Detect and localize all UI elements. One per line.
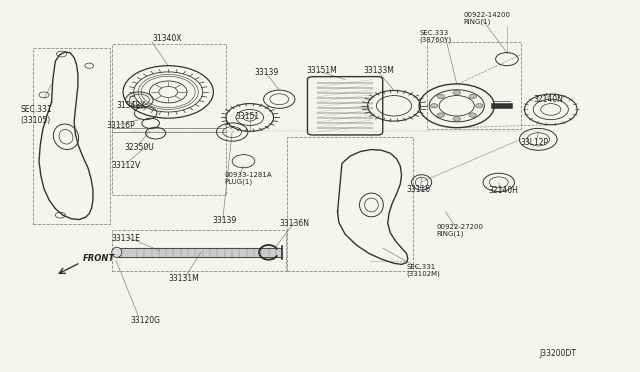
Text: 33133M: 33133M (364, 65, 395, 74)
Circle shape (453, 90, 461, 95)
Circle shape (453, 117, 461, 121)
Text: SEC.331
(33105): SEC.331 (33105) (20, 105, 52, 125)
Text: 31340X: 31340X (152, 34, 181, 43)
Ellipse shape (112, 247, 122, 257)
Text: FRONT: FRONT (83, 254, 115, 263)
Text: 32140H: 32140H (488, 186, 518, 195)
Text: 00922-14200
RING(1): 00922-14200 RING(1) (463, 12, 510, 25)
Text: SEC.333
(38760Y): SEC.333 (38760Y) (419, 30, 451, 43)
Circle shape (437, 113, 445, 117)
Text: 33120G: 33120G (131, 317, 161, 326)
Text: 33112V: 33112V (112, 161, 141, 170)
Text: 33136N: 33136N (279, 219, 309, 228)
Circle shape (430, 104, 438, 108)
Text: 33116P: 33116P (107, 121, 136, 130)
Text: 32350U: 32350U (124, 143, 154, 152)
Text: 33139: 33139 (212, 216, 236, 225)
Text: 33131M: 33131M (168, 275, 199, 283)
Text: 31348X: 31348X (116, 101, 145, 110)
Text: 00922-27200
RING(1): 00922-27200 RING(1) (436, 224, 483, 237)
Circle shape (469, 94, 476, 99)
Text: 33L12P: 33L12P (521, 138, 549, 147)
Circle shape (469, 113, 476, 117)
Text: J33200DT: J33200DT (540, 349, 577, 358)
Text: 33139: 33139 (254, 68, 278, 77)
Circle shape (437, 94, 445, 99)
Text: SEC.331
(33102M): SEC.331 (33102M) (406, 264, 440, 278)
Text: 32140N: 32140N (533, 95, 563, 104)
Text: 00933-1281A
PLUG(1): 00933-1281A PLUG(1) (225, 172, 272, 186)
Text: 33151: 33151 (236, 112, 259, 121)
Text: 33116: 33116 (406, 185, 431, 194)
Text: 33131E: 33131E (112, 234, 141, 243)
Circle shape (476, 104, 483, 108)
Text: 33151M: 33151M (306, 65, 337, 74)
